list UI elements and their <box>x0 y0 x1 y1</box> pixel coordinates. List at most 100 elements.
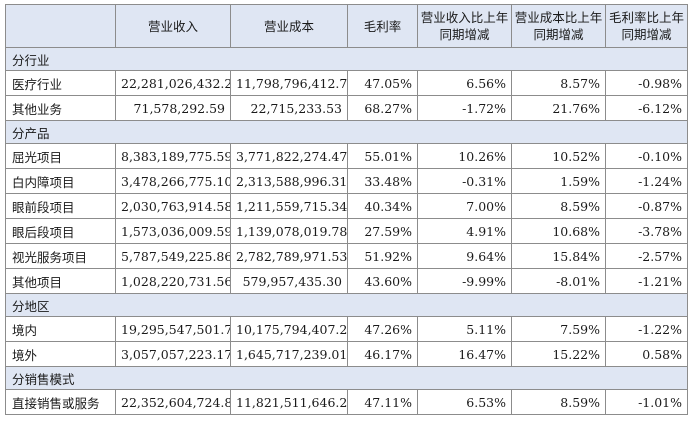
cost-yoy-cell: 21.76% <box>511 95 606 121</box>
gross-margin-cell: 47.11% <box>347 389 418 415</box>
cost-cell: 1,211,559,715.34 <box>230 193 348 219</box>
gross-margin-cell: 33.48% <box>347 168 418 194</box>
cost-yoy-cell: 10.68% <box>511 218 606 244</box>
header-row: 营业收入 营业成本 毛利率 营业收入比上年同期增减 营业成本比上年同期增减 毛利… <box>5 4 688 48</box>
revenue-cell: 3,057,057,223.17 <box>115 341 231 367</box>
table-row: 其他项目 1,028,220,731.56 579,957,435.30 43.60%… <box>5 268 688 294</box>
financial-table: 营业收入 营业成本 毛利率 营业收入比上年同期增减 营业成本比上年同期增减 毛利… <box>5 4 688 415</box>
revenue-yoy-cell: 10.26% <box>417 143 512 169</box>
row-label: 眼后段项目 <box>5 218 116 244</box>
cost-cell: 11,821,511,646.26 <box>230 389 348 415</box>
cost-cell: 1,645,717,239.01 <box>230 341 348 367</box>
row-label: 其他项目 <box>5 268 116 294</box>
revenue-cell: 71,578,292.59 <box>115 95 231 121</box>
cost-cell: 22,715,233.53 <box>230 95 348 121</box>
gross-margin-cell: 68.27% <box>347 95 418 121</box>
revenue-yoy-cell: 6.56% <box>417 70 512 96</box>
table-row: 眼后段项目 1,573,036,009.59 1,139,078,019.78 27.… <box>5 218 688 244</box>
section-title: 分行业 <box>5 47 688 71</box>
table-row: 屈光项目 8,383,189,775.59 3,771,822,274.47 55.0… <box>5 143 688 169</box>
cost-yoy-cell: 7.59% <box>511 316 606 342</box>
revenue-yoy-cell: 7.00% <box>417 193 512 219</box>
header-gross-margin: 毛利率 <box>347 4 418 48</box>
section-row: 分行业 <box>5 47 688 71</box>
row-label: 视光服务项目 <box>5 243 116 269</box>
margin-yoy-cell: -3.78% <box>605 218 688 244</box>
row-label: 其他业务 <box>5 95 116 121</box>
revenue-cell: 22,352,604,724.87 <box>115 389 231 415</box>
revenue-yoy-cell: 5.11% <box>417 316 512 342</box>
cost-yoy-cell: 1.59% <box>511 168 606 194</box>
cost-yoy-cell: 8.59% <box>511 193 606 219</box>
table-body: 分行业 医疗行业 22,281,026,432.28 11,798,796,412.7… <box>5 47 688 415</box>
revenue-cell: 8,383,189,775.59 <box>115 143 231 169</box>
revenue-yoy-cell: -0.31% <box>417 168 512 194</box>
cost-yoy-cell: 10.52% <box>511 143 606 169</box>
table-row: 白内障项目 3,478,266,775.10 2,313,588,996.31 33.… <box>5 168 688 194</box>
header-cost: 营业成本 <box>230 4 348 48</box>
gross-margin-cell: 40.34% <box>347 193 418 219</box>
margin-yoy-cell: 0.58% <box>605 341 688 367</box>
gross-margin-cell: 51.92% <box>347 243 418 269</box>
revenue-yoy-cell: -9.99% <box>417 268 512 294</box>
gross-margin-cell: 55.01% <box>347 143 418 169</box>
header-revenue-yoy: 营业收入比上年同期增减 <box>417 4 512 48</box>
margin-yoy-cell: -0.87% <box>605 193 688 219</box>
revenue-cell: 2,030,763,914.58 <box>115 193 231 219</box>
gross-margin-cell: 27.59% <box>347 218 418 244</box>
header-blank <box>5 4 116 48</box>
gross-margin-cell: 47.05% <box>347 70 418 96</box>
gross-margin-cell: 46.17% <box>347 341 418 367</box>
margin-yoy-cell: -6.12% <box>605 95 688 121</box>
section-title: 分地区 <box>5 293 688 317</box>
header-margin-yoy: 毛利率比上年同期增减 <box>605 4 688 48</box>
section-row: 分地区 <box>5 293 688 317</box>
cost-cell: 1,139,078,019.78 <box>230 218 348 244</box>
margin-yoy-cell: -0.98% <box>605 70 688 96</box>
row-label: 屈光项目 <box>5 143 116 169</box>
revenue-cell: 1,028,220,731.56 <box>115 268 231 294</box>
row-label: 直接销售或服务 <box>5 389 116 415</box>
row-label: 境外 <box>5 341 116 367</box>
margin-yoy-cell: -1.24% <box>605 168 688 194</box>
revenue-cell: 19,295,547,501.70 <box>115 316 231 342</box>
table-row: 视光服务项目 5,787,549,225.86 2,782,789,971.53 51… <box>5 243 688 269</box>
cost-cell: 579,957,435.30 <box>230 268 348 294</box>
table-row: 眼前段项目 2,030,763,914.58 1,211,559,715.34 40.… <box>5 193 688 219</box>
revenue-cell: 3,478,266,775.10 <box>115 168 231 194</box>
revenue-yoy-cell: -1.72% <box>417 95 512 121</box>
margin-yoy-cell: -1.22% <box>605 316 688 342</box>
section-row: 分产品 <box>5 120 688 144</box>
table-row: 境内 19,295,547,501.70 10,175,794,407.25 47.2… <box>5 316 688 342</box>
cost-cell: 10,175,794,407.25 <box>230 316 348 342</box>
table-row: 其他业务 71,578,292.59 22,715,233.53 68.27% -1.7… <box>5 95 688 121</box>
margin-yoy-cell: -0.10% <box>605 143 688 169</box>
margin-yoy-cell: -1.01% <box>605 389 688 415</box>
revenue-yoy-cell: 6.53% <box>417 389 512 415</box>
row-label: 境内 <box>5 316 116 342</box>
revenue-yoy-cell: 16.47% <box>417 341 512 367</box>
gross-margin-cell: 47.26% <box>347 316 418 342</box>
cost-yoy-cell: 15.22% <box>511 341 606 367</box>
section-row: 分销售模式 <box>5 366 688 390</box>
cost-yoy-cell: 15.84% <box>511 243 606 269</box>
revenue-cell: 5,787,549,225.86 <box>115 243 231 269</box>
gross-margin-cell: 43.60% <box>347 268 418 294</box>
table-row: 境外 3,057,057,223.17 1,645,717,239.01 46.17%… <box>5 341 688 367</box>
cost-cell: 11,798,796,412.73 <box>230 70 348 96</box>
row-label: 白内障项目 <box>5 168 116 194</box>
table-row: 直接销售或服务 22,352,604,724.87 11,821,511,646.2… <box>5 389 688 415</box>
revenue-cell: 22,281,026,432.28 <box>115 70 231 96</box>
header-cost-yoy: 营业成本比上年同期增减 <box>511 4 606 48</box>
margin-yoy-cell: -1.21% <box>605 268 688 294</box>
cost-yoy-cell: -8.01% <box>511 268 606 294</box>
cost-cell: 2,313,588,996.31 <box>230 168 348 194</box>
margin-yoy-cell: -2.57% <box>605 243 688 269</box>
section-title: 分销售模式 <box>5 366 688 390</box>
row-label: 眼前段项目 <box>5 193 116 219</box>
revenue-yoy-cell: 9.64% <box>417 243 512 269</box>
row-label: 医疗行业 <box>5 70 116 96</box>
table-row: 医疗行业 22,281,026,432.28 11,798,796,412.73 47… <box>5 70 688 96</box>
revenue-cell: 1,573,036,009.59 <box>115 218 231 244</box>
header-revenue: 营业收入 <box>115 4 231 48</box>
